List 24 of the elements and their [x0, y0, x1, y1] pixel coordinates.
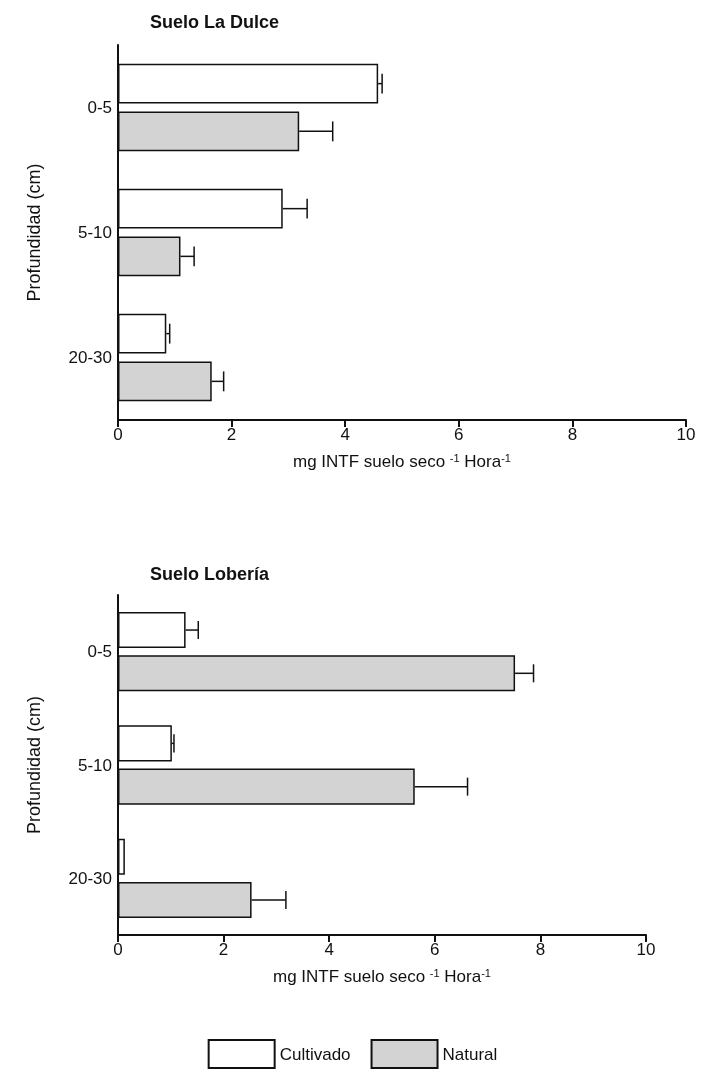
y-tick-label: 0-5	[87, 98, 112, 117]
x-tick-label: 0	[113, 940, 123, 959]
y-tick-label: 20-30	[68, 868, 112, 888]
y-tick-label: 5-10	[77, 223, 112, 242]
x-tick-label: 6	[454, 425, 464, 444]
y-tick-label: 0-5	[87, 642, 112, 662]
x-tick-label: 6	[430, 940, 440, 959]
x-tick-label: 4	[340, 425, 350, 444]
x-tick-label: 10	[676, 425, 696, 444]
y-tick-label: 20-30	[68, 348, 112, 367]
legend-label: Cultivado	[279, 1044, 351, 1064]
chart-title: Suelo Lobería	[150, 564, 271, 584]
x-tick-label: 0	[113, 425, 123, 444]
chart-title: Suelo La Dulce	[150, 12, 280, 32]
y-tick-label: 5-10	[77, 755, 112, 775]
x-tick-label: 10	[636, 940, 656, 959]
x-tick-label: 2	[226, 425, 237, 444]
y-axis-title: Profundidad (cm)	[24, 163, 44, 302]
x-tick-label: 8	[535, 940, 546, 959]
x-tick-label: 4	[324, 940, 334, 959]
x-tick-label: 2	[218, 940, 229, 959]
x-tick-label: 8	[567, 425, 578, 444]
legend-label: Natural	[442, 1044, 498, 1064]
y-axis-title: Profundidad (cm)	[24, 695, 44, 835]
